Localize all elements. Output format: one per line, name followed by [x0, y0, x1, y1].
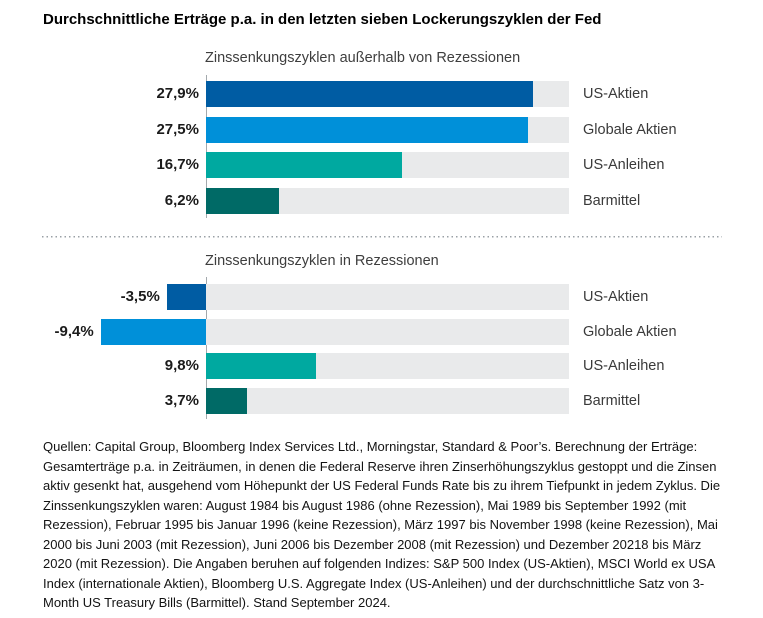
- bar-segment: [206, 187, 279, 214]
- category-label: US-Anleihen: [583, 358, 665, 374]
- category-label: US-Aktien: [583, 86, 649, 102]
- bar-segment: [100, 318, 206, 345]
- bar-segment: [166, 283, 206, 310]
- axis-line: [206, 277, 207, 419]
- bar-segment: [206, 116, 529, 143]
- value-label: -9,4%: [54, 322, 94, 340]
- category-label: US-Aktien: [583, 288, 649, 305]
- category-label: Globale Aktien: [583, 121, 677, 138]
- footnote: Quellen: Capital Group, Bloomberg Index …: [43, 439, 721, 611]
- value-label: 16,7%: [156, 156, 199, 173]
- bar-track: [206, 388, 569, 414]
- chart-title: Zinssenkungszyklen in Rezessionen: [205, 253, 439, 269]
- bar-row: -3,5% US-Aktien: [0, 283, 763, 310]
- bar-row: -9,4% Globale Aktien: [0, 318, 763, 345]
- section-divider: [42, 236, 722, 238]
- value-label: 27,5%: [156, 120, 199, 138]
- bar-row: 27,9% US-Aktien: [0, 81, 763, 107]
- bar-row: 16,7% US-Anleihen: [0, 152, 763, 178]
- category-label: Barmittel: [583, 393, 641, 409]
- bar-segment: [206, 152, 402, 178]
- value-label: 6,2%: [164, 191, 199, 209]
- category-label: US-Anleihen: [583, 157, 665, 173]
- page-title: Durchschnittliche Erträge p.a. in den le…: [43, 11, 602, 28]
- bar-segment: [206, 388, 248, 414]
- category-label: Barmittel: [583, 192, 641, 209]
- bar-segment: [206, 81, 533, 107]
- bar-row: 6,2% Barmittel: [0, 187, 763, 214]
- chart-title: Zinssenkungszyklen außerhalb von Rezessi…: [205, 50, 521, 66]
- value-label: 9,8%: [164, 357, 199, 374]
- bar-track: [206, 283, 569, 310]
- bar-row: 27,5% Globale Aktien: [0, 116, 763, 143]
- bar-row: 9,8% US-Anleihen: [0, 353, 763, 379]
- value-label: 3,7%: [164, 392, 199, 409]
- value-label: 27,9%: [156, 85, 199, 102]
- value-label: -3,5%: [120, 287, 160, 305]
- axis-line: [206, 75, 207, 218]
- bar-row: 3,7% Barmittel: [0, 388, 763, 414]
- bar-track: [206, 318, 569, 345]
- category-label: Globale Aktien: [583, 323, 677, 340]
- bar-segment: [206, 353, 316, 379]
